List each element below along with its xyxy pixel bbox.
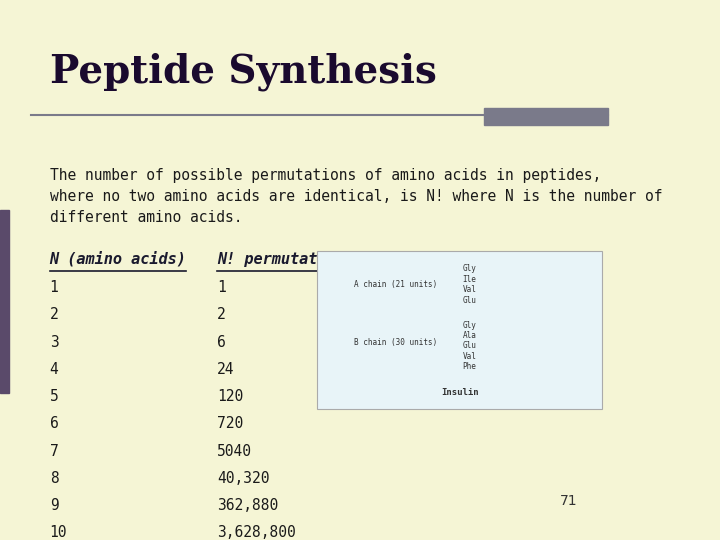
Text: 1: 1 <box>217 280 226 295</box>
Text: Gly
Ala
Glu
Val
Phe: Gly Ala Glu Val Phe <box>462 321 477 371</box>
Text: 24: 24 <box>217 362 235 377</box>
Text: B chain (30 units): B chain (30 units) <box>354 338 437 347</box>
Text: 8: 8 <box>50 471 58 486</box>
Text: 6: 6 <box>217 335 226 350</box>
Text: 40,320: 40,320 <box>217 471 270 486</box>
Bar <box>485 108 608 125</box>
Text: 10: 10 <box>50 525 67 540</box>
Text: A chain (21 units): A chain (21 units) <box>354 280 437 289</box>
Text: Peptide Synthesis: Peptide Synthesis <box>50 52 436 91</box>
Text: 3: 3 <box>50 335 58 350</box>
Text: 71: 71 <box>559 494 577 508</box>
FancyBboxPatch shape <box>317 252 602 409</box>
Text: N (amino acids): N (amino acids) <box>50 252 186 267</box>
Text: 362,880: 362,880 <box>217 498 279 513</box>
Text: 720: 720 <box>217 416 243 431</box>
Text: 4: 4 <box>50 362 58 377</box>
Text: Insulin: Insulin <box>441 388 478 396</box>
Text: The number of possible permutations of amino acids in peptides,
where no two ami: The number of possible permutations of a… <box>50 167 662 225</box>
Text: 2: 2 <box>217 307 226 322</box>
Text: 5040: 5040 <box>217 444 252 458</box>
Text: 2: 2 <box>50 307 58 322</box>
Text: 1: 1 <box>50 280 58 295</box>
Text: 120: 120 <box>217 389 243 404</box>
Text: 7: 7 <box>50 444 58 458</box>
Text: 6: 6 <box>50 416 58 431</box>
Text: 3,628,800: 3,628,800 <box>217 525 296 540</box>
Text: 9: 9 <box>50 498 58 513</box>
Text: Gly
Ile
Val
Glu: Gly Ile Val Glu <box>462 265 477 305</box>
Text: N! permutations: N! permutations <box>217 252 354 267</box>
Bar <box>0 210 9 393</box>
Text: 5: 5 <box>50 389 58 404</box>
